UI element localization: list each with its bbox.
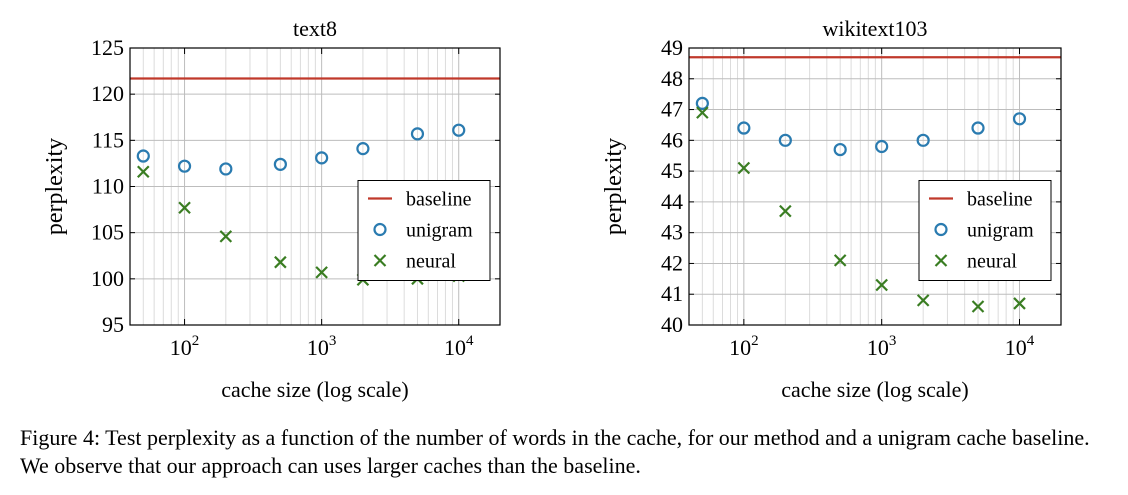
y-tick-label: 105 [91, 220, 124, 245]
point-unigram [177, 159, 192, 173]
x-tick-label: 103 [307, 333, 337, 360]
chart-title: wikitext103 [822, 16, 927, 41]
point-neural [971, 300, 985, 313]
point-unigram [971, 121, 985, 135]
point-neural [875, 278, 888, 292]
y-tick-label: 125 [91, 35, 124, 60]
y-tick-label: 110 [92, 174, 124, 199]
y-tick-label: 46 [661, 127, 683, 152]
point-neural [137, 165, 150, 179]
legend-label: baseline [967, 189, 1033, 211]
legend-box [357, 180, 491, 281]
legend-label: neural [406, 251, 456, 273]
point-unigram [875, 139, 889, 154]
y-tick-label: 95 [102, 312, 124, 337]
point-neural [696, 106, 709, 119]
legend: baseline unigram neural [918, 180, 1052, 281]
figure: 95 100 105 110 115 120 125 102 103 104 text8 cache … [42, 16, 1062, 402]
legend-neural: neural [373, 251, 456, 273]
y-tick-label: 43 [661, 220, 683, 245]
point-unigram [833, 142, 847, 157]
point-neural [219, 230, 233, 243]
series-neural [696, 106, 1026, 313]
x-tick-label: 103 [867, 333, 897, 360]
y-tick-label: 40 [661, 312, 683, 337]
point-unigram [219, 162, 233, 176]
point-unigram [136, 149, 150, 163]
y-tick-label: 49 [661, 35, 683, 60]
legend-baseline: baseline [929, 189, 1033, 211]
legend-label: unigram [406, 220, 473, 242]
x-tick-label: 104 [1005, 333, 1035, 360]
point-neural [315, 266, 328, 279]
point-neural [178, 201, 191, 215]
y-tick-label: 44 [661, 189, 683, 214]
point-unigram [315, 151, 329, 165]
x-axis-label: cache size (log scale) [221, 377, 409, 402]
point-unigram [695, 96, 709, 111]
point-unigram [1012, 112, 1027, 126]
x-axis-label: cache size (log scale) [781, 377, 969, 402]
legend-label: neural [967, 251, 1017, 273]
chart-text8: 95 100 105 110 115 120 125 102 103 104 text8 cache … [42, 16, 501, 402]
y-tick-label: 48 [661, 66, 683, 91]
legend-box [918, 180, 1052, 281]
y-tick-label: 42 [661, 250, 683, 275]
series-unigram [136, 123, 466, 176]
point-neural [779, 204, 792, 218]
y-axis-label: perplexity [42, 138, 68, 235]
point-unigram [410, 127, 425, 141]
legend-label: baseline [406, 189, 472, 211]
x-tick-label: 104 [444, 333, 474, 360]
y-axis-label: perplexity [601, 138, 627, 235]
point-neural [737, 161, 751, 175]
y-tick-label: 45 [661, 158, 683, 183]
series-unigram [695, 96, 1027, 157]
legend-unigram: unigram [934, 220, 1034, 242]
plot-frame [688, 47, 1062, 326]
point-neural [833, 254, 847, 267]
legend-unigram: unigram [373, 220, 473, 242]
y-tick-label: 100 [91, 266, 124, 291]
point-neural [274, 255, 287, 269]
point-neural [1013, 297, 1026, 310]
point-unigram [737, 121, 751, 135]
x-tick-label: 102 [729, 333, 759, 360]
y-tick-label: 115 [92, 127, 124, 152]
point-unigram [778, 133, 792, 147]
figure-caption: Figure 4: Test perplexity as a function … [20, 425, 1090, 478]
y-tick-label: 120 [91, 81, 124, 106]
y-tick-label: 41 [661, 281, 683, 306]
chart-title: text8 [293, 16, 337, 41]
point-unigram [916, 133, 930, 147]
legend-baseline: baseline [368, 189, 472, 211]
legend-neural: neural [934, 251, 1017, 273]
chart-wikitext103: 40 41 42 43 44 45 46 47 48 49 102 103 104 wikitext103… [601, 16, 1062, 402]
point-unigram [273, 157, 287, 171]
point-unigram [356, 142, 370, 156]
legend: baseline unigram neural [357, 180, 491, 281]
x-tick-label: 102 [170, 333, 200, 360]
y-tick-label: 47 [661, 97, 683, 122]
point-unigram [452, 123, 466, 137]
point-neural [916, 294, 930, 307]
legend-label: unigram [967, 220, 1034, 242]
